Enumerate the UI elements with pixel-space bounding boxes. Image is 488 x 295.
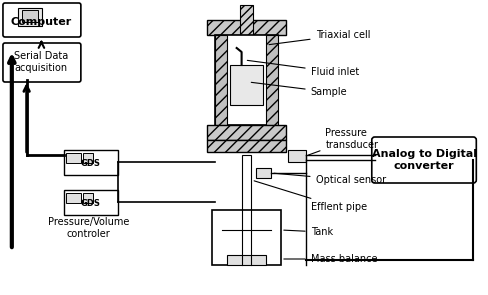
Text: Sample: Sample <box>251 82 346 97</box>
Bar <box>265 35 278 125</box>
Bar <box>64 150 118 175</box>
Bar <box>226 255 265 265</box>
Text: Computer: Computer <box>11 17 72 27</box>
Text: Optical sensor: Optical sensor <box>273 173 385 185</box>
Bar <box>229 65 263 105</box>
Bar <box>212 210 281 265</box>
Bar <box>82 193 93 203</box>
FancyBboxPatch shape <box>371 137 475 183</box>
Text: Fluid inlet: Fluid inlet <box>247 60 358 77</box>
Bar <box>206 125 285 140</box>
Bar <box>66 193 81 203</box>
Bar <box>66 153 81 163</box>
Text: GDS: GDS <box>81 158 101 168</box>
Text: GDS: GDS <box>81 199 101 207</box>
Bar <box>241 155 251 210</box>
Text: Pressure
transducer: Pressure transducer <box>307 128 378 155</box>
Text: Mass balance: Mass balance <box>283 254 376 264</box>
Bar <box>239 5 253 135</box>
Text: Triaxial cell: Triaxial cell <box>268 30 369 45</box>
Bar <box>215 35 278 125</box>
Text: Efflent pipe: Efflent pipe <box>254 181 366 212</box>
Bar <box>256 168 271 178</box>
FancyBboxPatch shape <box>3 43 81 82</box>
Bar <box>206 140 285 152</box>
FancyBboxPatch shape <box>3 3 81 37</box>
Text: Serial Data
acquisition: Serial Data acquisition <box>14 51 68 73</box>
Bar <box>64 190 118 215</box>
Bar <box>215 35 226 125</box>
Bar <box>21 10 39 22</box>
Bar <box>18 8 42 26</box>
Bar <box>287 150 305 162</box>
Text: Tank: Tank <box>283 227 332 237</box>
Text: Pressure/Volume
controler: Pressure/Volume controler <box>48 217 129 239</box>
Text: Analog to Digital
converter: Analog to Digital converter <box>371 149 476 171</box>
Bar <box>206 20 285 35</box>
Bar <box>82 153 93 163</box>
